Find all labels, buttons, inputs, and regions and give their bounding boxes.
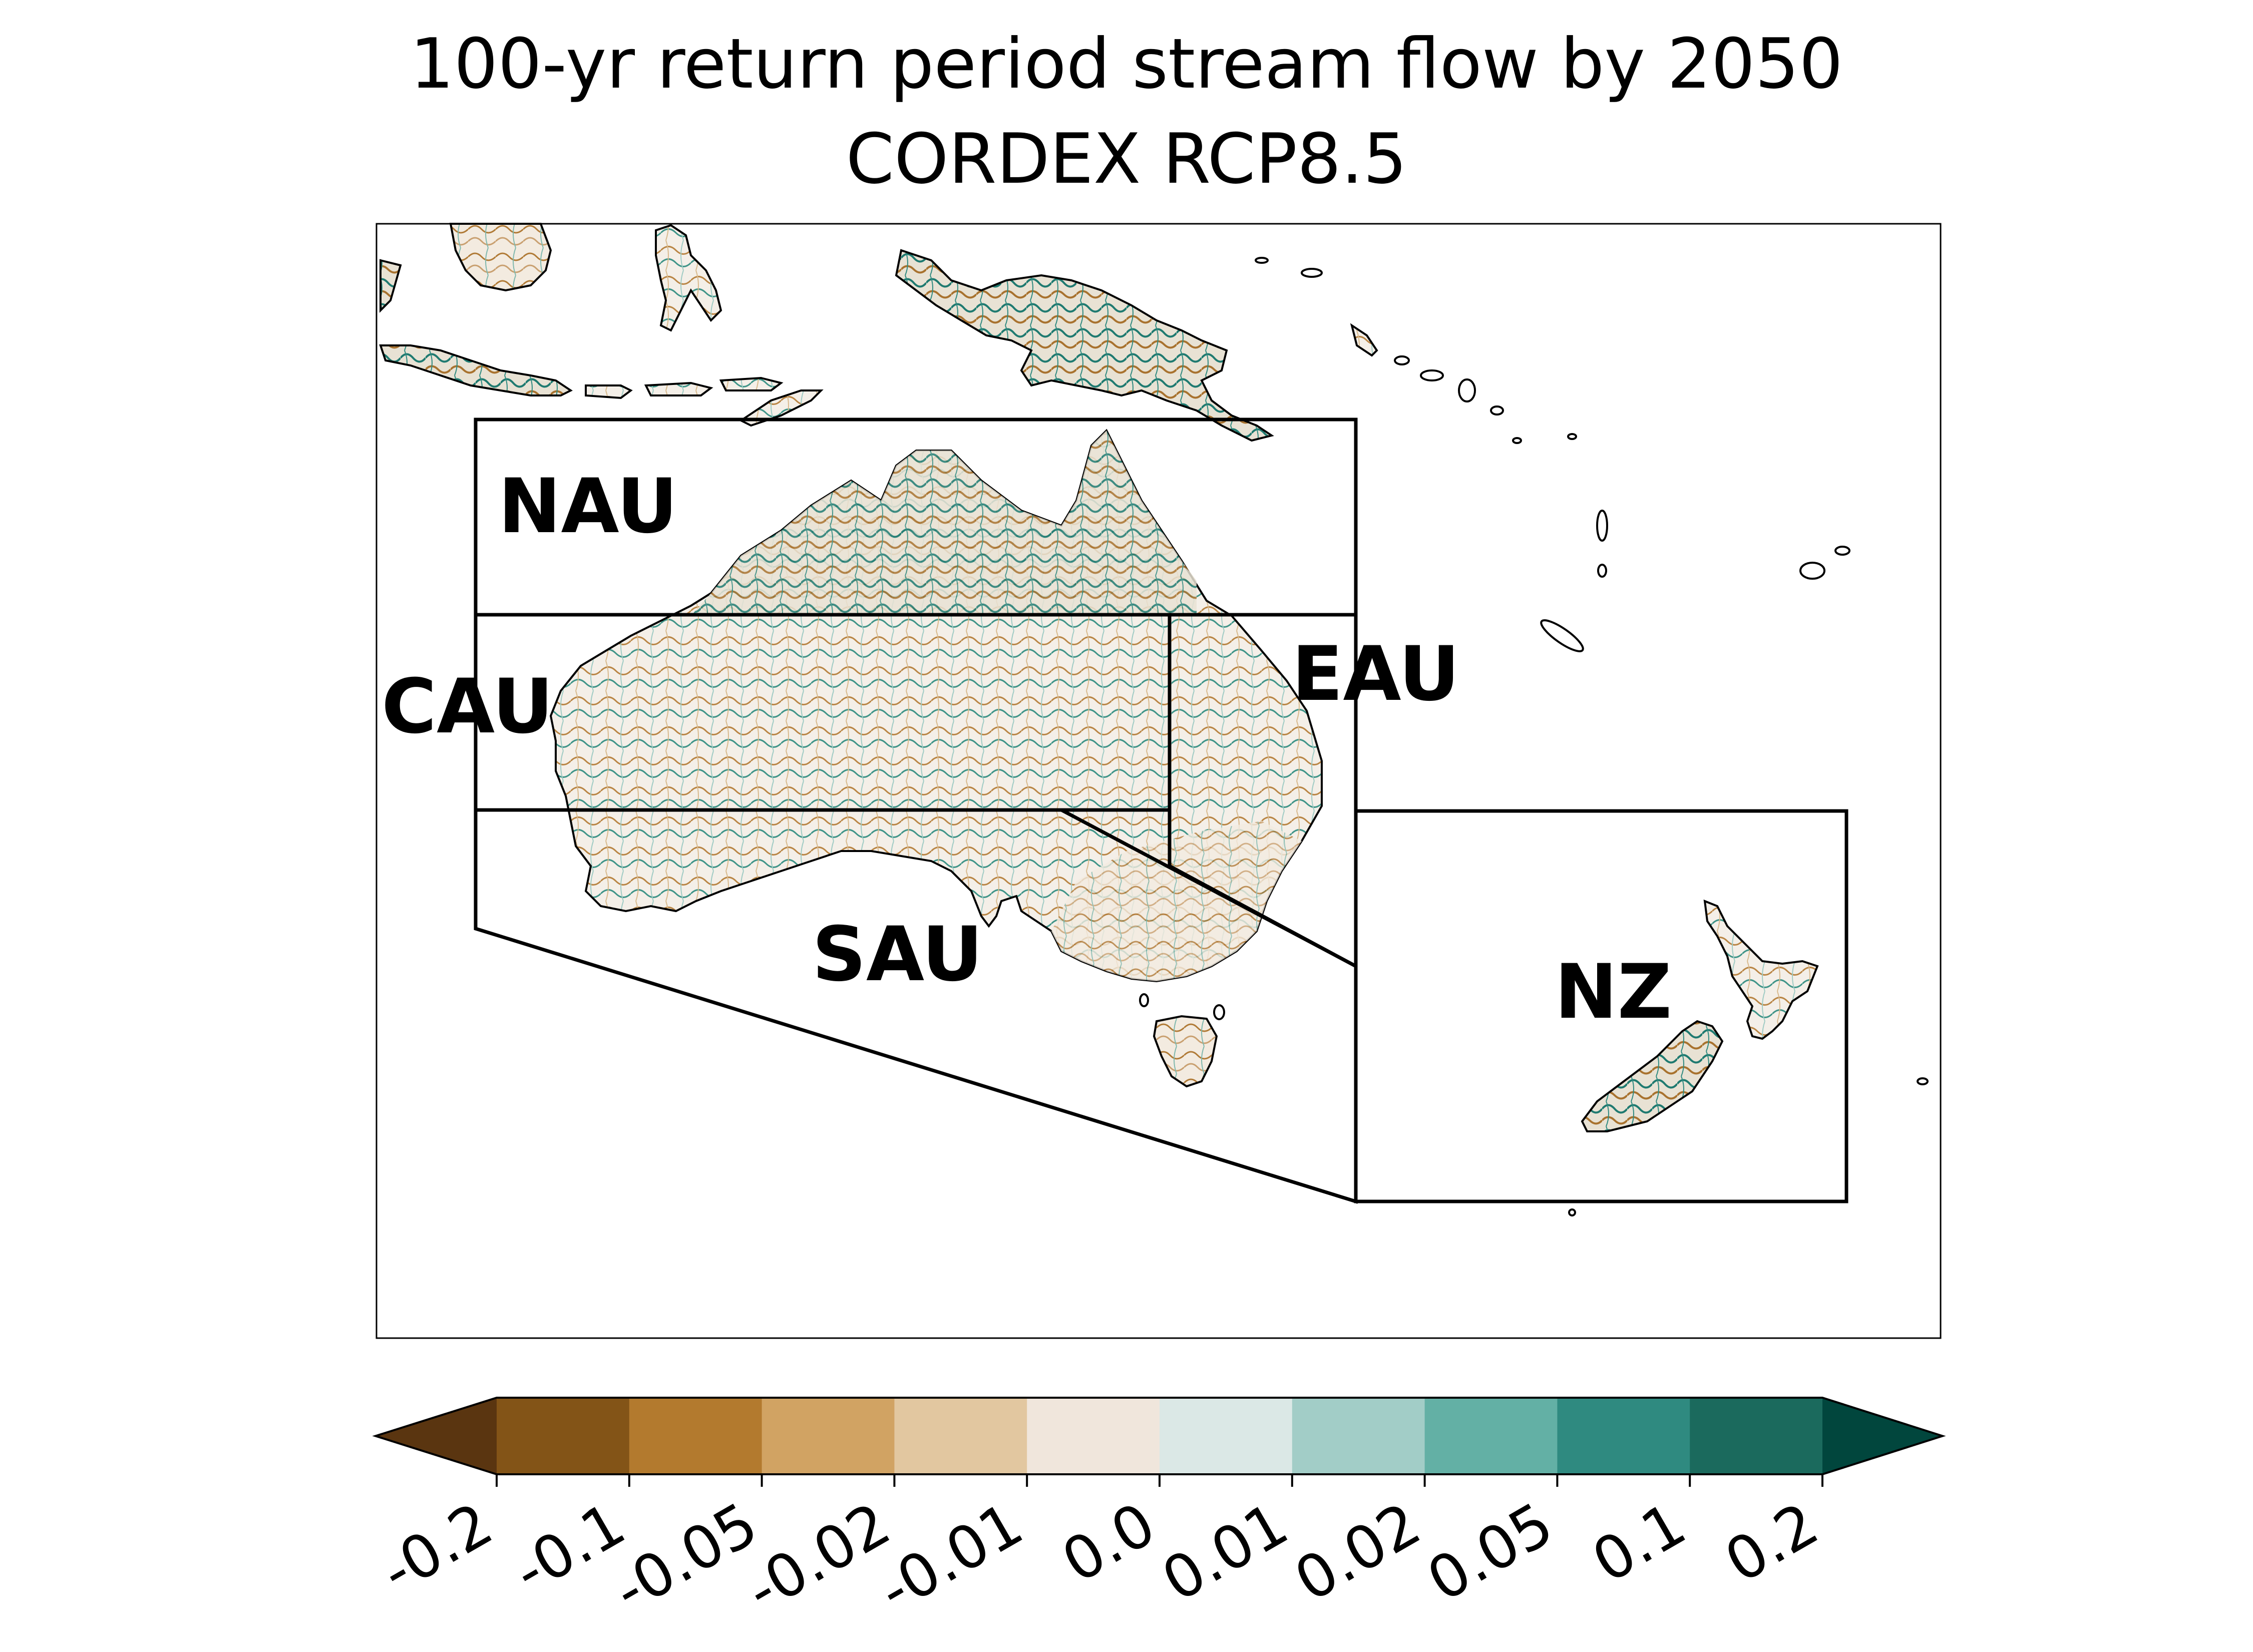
colorbar-segment <box>1292 1398 1425 1474</box>
colorbar-tick-label: -0.05 <box>602 1489 769 1625</box>
region-boundaries <box>474 418 1848 1204</box>
new-guinea-landmass <box>895 249 1274 442</box>
colorbar-tick-label: 0.01 <box>1151 1489 1299 1615</box>
sunda-island-1 <box>585 384 633 399</box>
colorbar-segment <box>1690 1398 1823 1474</box>
colorbar-extend-low <box>376 1398 497 1474</box>
colorbar-tick-label: 0.2 <box>1713 1489 1829 1596</box>
region-label-nau: NAU <box>498 463 678 550</box>
colorbar-segment <box>1160 1398 1293 1474</box>
colorbar-segment <box>1557 1398 1691 1474</box>
region-label-sau: SAU <box>812 911 983 998</box>
colorbar-segment <box>762 1398 895 1474</box>
colorbar-tick-label: 0.0 <box>1050 1489 1167 1596</box>
new-zealand-north-island <box>1703 899 1819 1040</box>
sulawesi-landmass <box>655 224 722 332</box>
colorbar-segment <box>629 1398 763 1474</box>
colorbar-tick-label: -0.01 <box>867 1489 1034 1625</box>
colorbar-segment <box>1027 1398 1160 1474</box>
chart-subtitle: CORDEX RCP8.5 <box>846 119 1407 199</box>
pacific-islands <box>1139 257 1929 1216</box>
colorbar-tick-label: -0.02 <box>734 1489 901 1625</box>
sunda-island-3 <box>719 376 784 391</box>
region-label-nz: NZ <box>1555 949 1672 1036</box>
colorbar-segment <box>497 1398 630 1474</box>
colorbar-segment <box>1424 1398 1558 1474</box>
region-label-eau: EAU <box>1292 631 1460 718</box>
land-layer <box>379 223 1819 1132</box>
west-timor-fragment <box>380 259 402 313</box>
sunda-island-2 <box>644 381 713 396</box>
colorbar-tick-label: 0.02 <box>1283 1489 1432 1615</box>
colorbar-segment <box>894 1398 1028 1474</box>
tasmania-landmass <box>1153 1015 1218 1088</box>
solomon-islands <box>1350 323 1378 357</box>
chart-title: 100-yr return period stream flow by 2050 <box>410 24 1843 104</box>
new-zealand-south-island <box>1581 1020 1724 1132</box>
northern-australia-tint <box>691 431 1197 616</box>
colorbar-extend-high <box>1822 1398 1943 1474</box>
colorbar <box>372 1397 1946 1475</box>
nz-region-box <box>1354 809 1848 1203</box>
colorbar-tick-label: -0.2 <box>369 1489 504 1607</box>
colorbar-tick-label: 0.1 <box>1581 1489 1697 1596</box>
colorbar-ticks: -0.2-0.1-0.05-0.02-0.01 0.00.010.020.05 0.… <box>369 1474 1829 1625</box>
timor-landmass <box>739 389 824 427</box>
colorbar-tick-label: 0.05 <box>1416 1489 1565 1615</box>
borneo-landmass <box>449 223 552 292</box>
java-landmass <box>379 344 573 396</box>
southeast-australia-tint <box>1051 821 1302 981</box>
region-label-cau: CAU <box>382 663 553 750</box>
